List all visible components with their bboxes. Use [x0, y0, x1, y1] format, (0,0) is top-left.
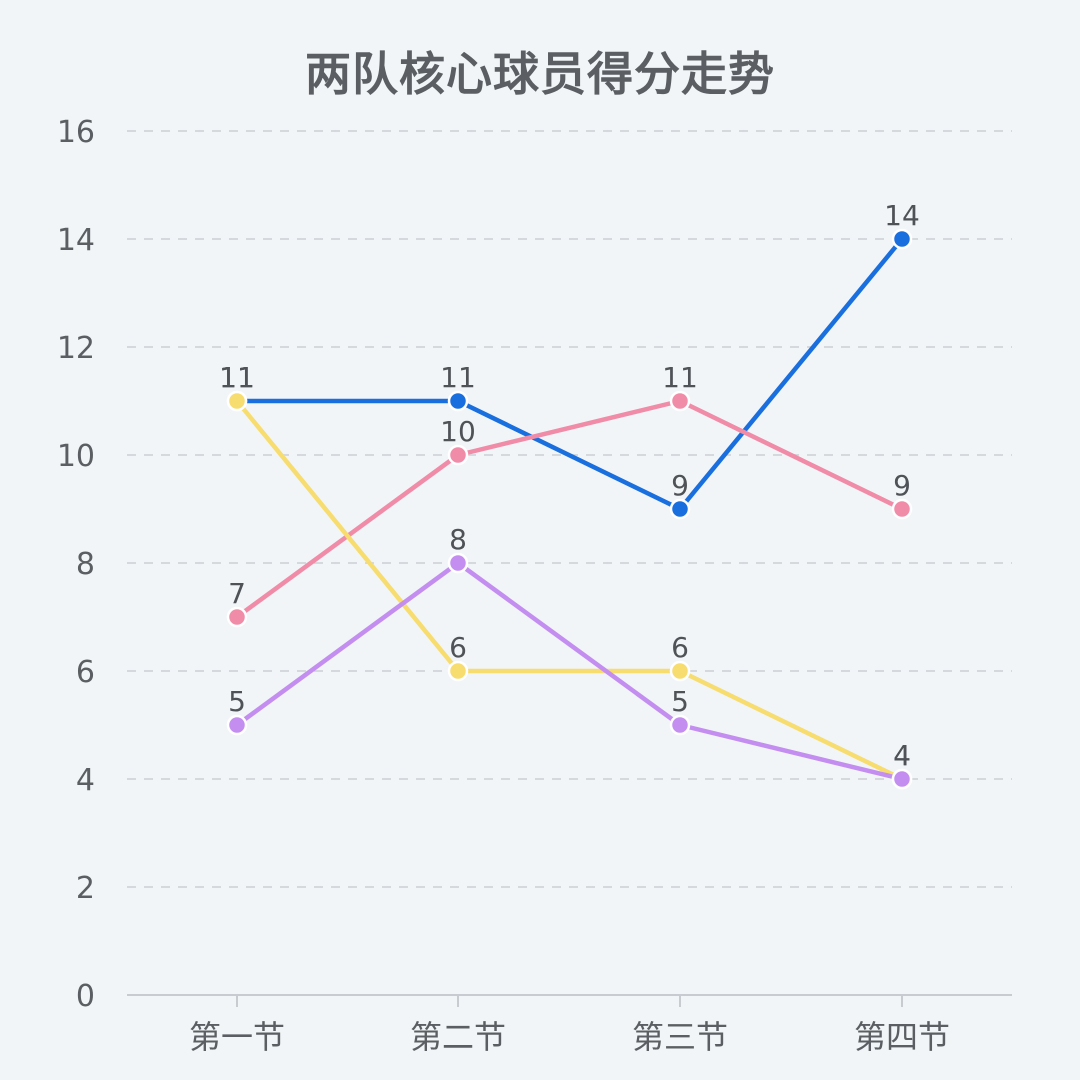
y-tick-label: 14: [57, 223, 95, 258]
x-tick-label: 第一节: [189, 1018, 285, 1056]
data-point-marker: [669, 660, 691, 682]
data-label: 11: [219, 361, 255, 394]
data-label: 11: [662, 361, 698, 394]
y-tick-label: 0: [76, 979, 95, 1014]
data-point-marker: [447, 444, 469, 466]
data-label: 5: [228, 685, 246, 718]
y-tick-label: 4: [76, 763, 95, 798]
y-tick-label: 2: [76, 871, 95, 906]
data-label: 4: [893, 739, 911, 772]
data-point-marker: [226, 714, 248, 736]
data-label: 4: [893, 739, 911, 772]
data-label: 6: [671, 631, 689, 664]
chart-title: 两队核心球员得分走势: [305, 47, 775, 101]
data-point-marker: [891, 768, 913, 790]
data-point-marker: [891, 228, 913, 250]
data-label: 14: [884, 199, 920, 232]
y-tick-label: 8: [76, 547, 95, 582]
series-line: [235, 399, 903, 782]
y-tick-label: 10: [57, 439, 95, 474]
data-label: 6: [449, 631, 467, 664]
data-label: 9: [893, 469, 911, 502]
data-label: 5: [671, 685, 689, 718]
x-tick-label: 第四节: [854, 1018, 950, 1056]
data-point-marker: [447, 552, 469, 574]
series-line: [237, 237, 904, 512]
data-label: 11: [219, 361, 255, 394]
data-point-marker: [669, 714, 691, 736]
data-label: 11: [440, 361, 476, 394]
data-point-marker: [891, 498, 913, 520]
x-tick-label: 第二节: [410, 1018, 506, 1056]
x-tick-label: 第三节: [632, 1018, 728, 1056]
data-point-marker: [447, 390, 469, 412]
y-tick-label: 6: [76, 655, 95, 690]
data-label: 8: [449, 523, 467, 556]
series-line: [235, 560, 903, 782]
y-tick-label: 12: [57, 331, 95, 366]
data-label: 7: [228, 577, 246, 610]
data-point-marker: [669, 390, 691, 412]
data-point-marker: [447, 660, 469, 682]
data-point-marker: [669, 498, 691, 520]
series-line: [235, 398, 903, 619]
data-label: 10: [440, 415, 476, 448]
data-point-marker: [226, 390, 248, 412]
y-tick-label: 16: [57, 115, 95, 150]
data-label: 9: [671, 469, 689, 502]
data-point-marker: [226, 606, 248, 628]
